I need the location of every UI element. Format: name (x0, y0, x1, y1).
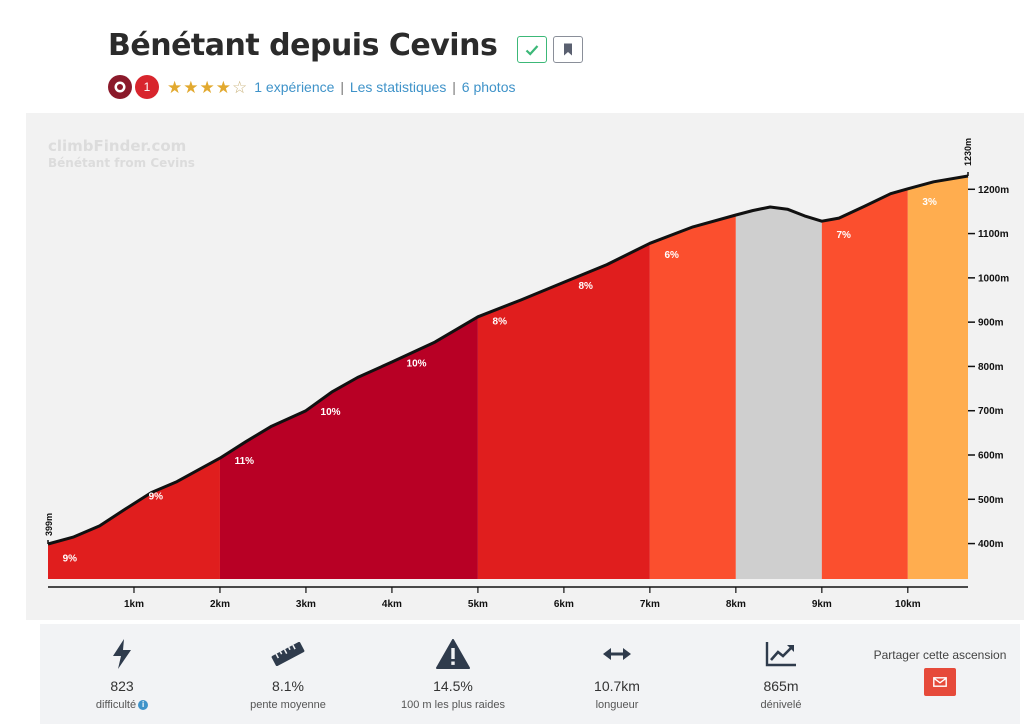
stat-value: 865m (763, 678, 799, 694)
y-tick-label: 800m (978, 362, 1004, 373)
y-tick-label: 900m (978, 318, 1004, 329)
grade-label: 8% (493, 316, 508, 327)
grade-label: 8% (579, 281, 594, 292)
photos-link[interactable]: 6 photos (461, 79, 516, 95)
statistics-link[interactable]: Les statistiques (349, 79, 447, 95)
lightning-icon (104, 638, 140, 670)
share-section: Partager cette ascension (860, 624, 1020, 724)
grade-label: 9% (63, 553, 78, 564)
elevation-chart-svg: 1km 2km 3km 4km 5km 6km 7km 8km 9km 10km 400m 500m 6… (44, 137, 1009, 610)
y-tick-label: 600m (978, 451, 1004, 462)
meta-row: 1 ★ ★ ★ ★ ☆ 1 expérience | Les statistiques … (108, 75, 515, 99)
info-icon[interactable]: i (138, 700, 149, 711)
stat-value: 14.5% (433, 678, 473, 694)
email-share-button[interactable] (924, 668, 956, 696)
y-tick-label: 700m (978, 406, 1004, 417)
y-tick-label: 400m (978, 539, 1004, 550)
star-filled-icon: ★ (167, 77, 183, 97)
grade-segment (735, 207, 822, 579)
stat-average-grade: 8.1% pente moyenne (203, 624, 373, 724)
end-elevation-label: 1230m (963, 138, 973, 166)
grade-label: 9% (149, 491, 164, 502)
profile-line (47, 174, 969, 546)
double-arrow-icon (599, 638, 635, 670)
stat-label: longueur (595, 699, 639, 711)
stat-value: 823 (110, 678, 134, 694)
grade-segment (821, 188, 908, 579)
bookmark-icon (564, 43, 572, 56)
warning-icon (435, 638, 471, 670)
y-tick-label: 1000m (978, 273, 1009, 284)
star-filled-icon: ★ (215, 77, 231, 97)
star-filled-icon: ★ (183, 77, 199, 97)
watermark: climbFinder.com (48, 137, 186, 155)
stat-elevation-gain: 865m dénivelé (696, 624, 866, 724)
grade-segment (649, 214, 736, 579)
grade-label: 7% (836, 230, 851, 241)
y-tick-label: 1200m (978, 185, 1009, 196)
ruler-icon (270, 638, 306, 670)
star-filled-icon: ★ (199, 77, 215, 97)
x-tick-label: 7km (640, 599, 660, 610)
x-tick-label: 4km (382, 599, 402, 610)
stat-label: difficulté i (37, 699, 207, 711)
x-tick-label: 3km (296, 599, 316, 610)
page-title: Bénétant depuis Cevins (108, 28, 498, 63)
trend-chart-icon (763, 638, 799, 670)
grade-segment (477, 243, 650, 580)
x-tick-label: 8km (726, 599, 746, 610)
star-empty-icon: ☆ (232, 77, 248, 97)
share-label: Partager cette ascension (873, 648, 1007, 662)
elevation-chart: 1km 2km 3km 4km 5km 6km 7km 8km 9km 10km 400m 500m 6… (26, 113, 1024, 620)
grade-label: 10% (321, 407, 341, 418)
x-tick-label: 2km (210, 599, 230, 610)
grade-label: 3% (922, 197, 937, 208)
separator: | (340, 79, 344, 95)
x-tick-label: 9km (812, 599, 832, 610)
separator: | (452, 79, 456, 95)
count-badge: 1 (135, 75, 159, 99)
x-tick-label: 10km (895, 599, 921, 610)
y-tick-label: 1100m (978, 229, 1009, 240)
x-tick-label: 6km (554, 599, 574, 610)
stat-value: 10.7km (594, 678, 640, 694)
stat-length: 10.7km longueur (532, 624, 702, 724)
meta-links: 1 expérience | Les statistiques | 6 phot… (254, 79, 515, 95)
stat-label: pente moyenne (250, 699, 326, 711)
medal-icon (114, 81, 126, 93)
mark-done-button[interactable] (517, 36, 547, 63)
grade-label: 6% (664, 250, 679, 261)
grade-label: 11% (235, 456, 255, 467)
stat-label: dénivelé (760, 699, 802, 711)
stats-bar: 823 difficulté i 8.1% pente moyenne 14.5% (40, 624, 1020, 724)
grade-label: 10% (407, 358, 427, 369)
stat-value: 8.1% (272, 678, 304, 694)
envelope-icon (933, 677, 947, 687)
stat-steepest: 14.5% 100 m les plus raides (368, 624, 538, 724)
y-tick-label: 500m (978, 495, 1004, 506)
bookmark-button[interactable] (553, 36, 583, 63)
chart-subtitle: Bénétant from Cevins (48, 156, 195, 170)
grade-segment (48, 458, 220, 579)
medal-badge (108, 75, 132, 99)
start-elevation-label: 399m (44, 513, 54, 536)
grade-segment (907, 176, 968, 579)
stat-label: 100 m les plus raides (401, 699, 505, 711)
grade-segment (219, 316, 478, 579)
rating-stars: ★ ★ ★ ★ ☆ (167, 79, 248, 96)
x-tick-label: 5km (468, 599, 488, 610)
x-tick-label: 1km (124, 599, 144, 610)
check-icon (525, 44, 539, 56)
stat-difficulty: 823 difficulté i (37, 624, 207, 724)
experiences-link[interactable]: 1 expérience (254, 79, 335, 95)
